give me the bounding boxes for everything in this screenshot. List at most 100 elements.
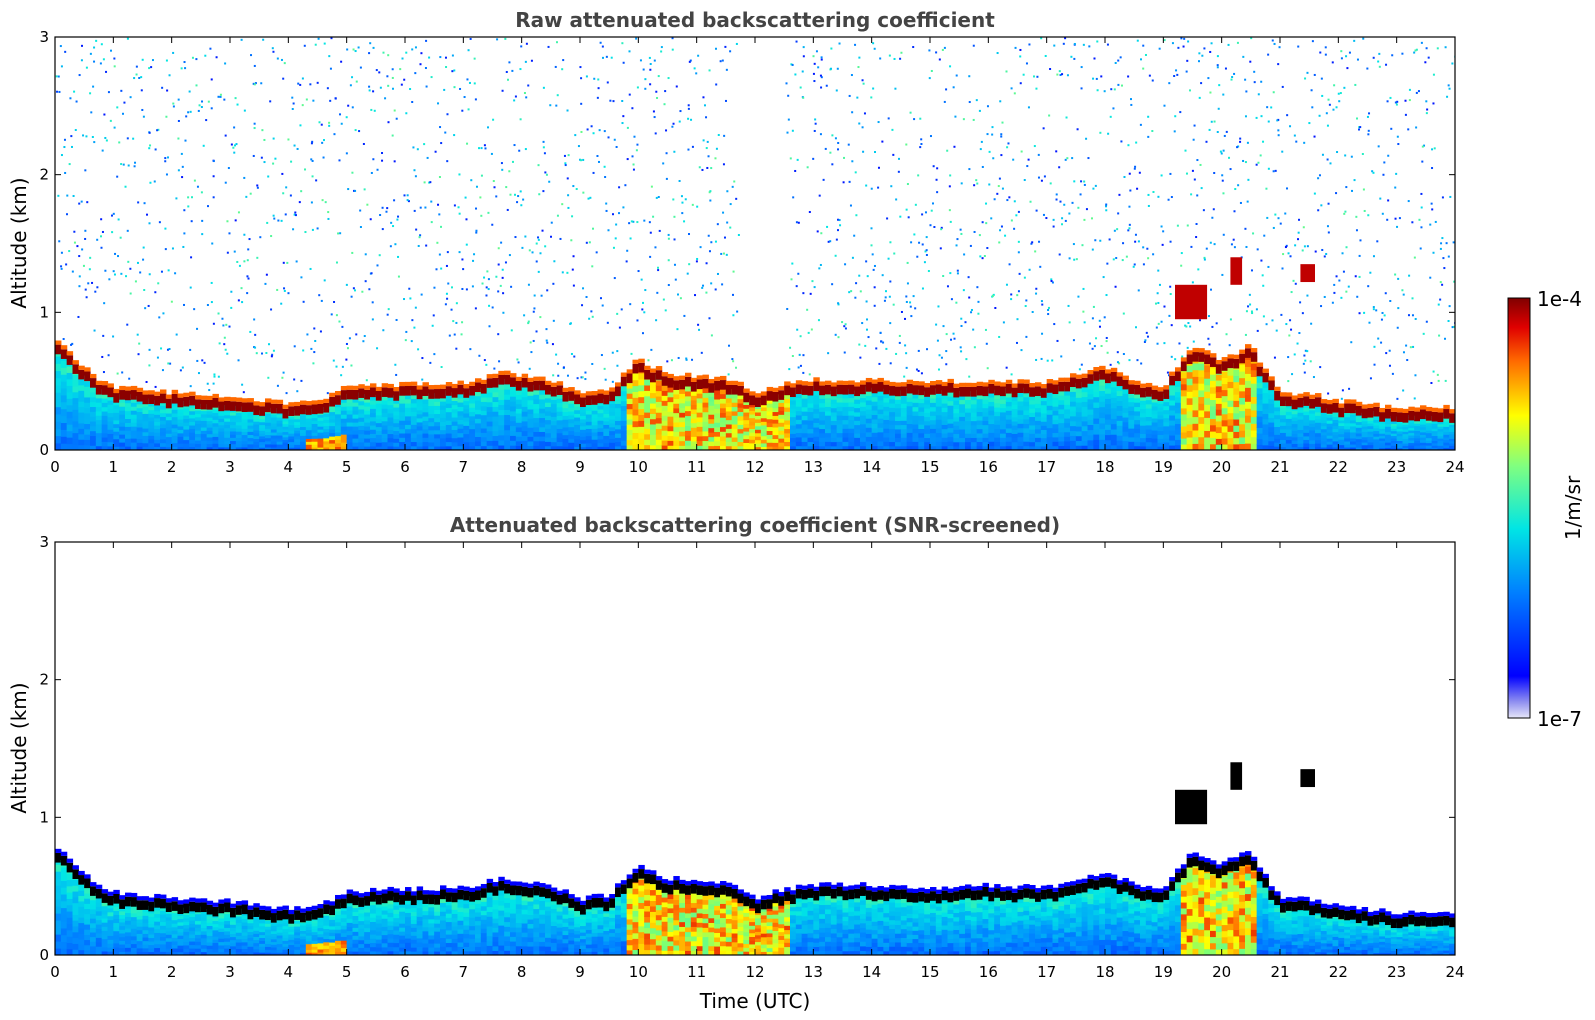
- layer-peak-cell: [457, 384, 464, 395]
- heatmap-cell: [90, 411, 97, 417]
- heatmap-cell: [679, 393, 686, 399]
- noise-speck: [875, 347, 878, 350]
- noise-speck: [641, 308, 644, 311]
- heatmap-cell: [317, 447, 324, 450]
- heatmap-cell: [836, 423, 844, 429]
- heatmap-cell: [136, 430, 144, 436]
- layer-edge-cell: [90, 373, 97, 379]
- noise-speck: [172, 102, 175, 105]
- noise-speck: [622, 61, 625, 64]
- noise-speck: [116, 106, 119, 109]
- noise-speck: [201, 359, 204, 362]
- heatmap-cell: [55, 370, 62, 379]
- noise-speck: [1031, 241, 1034, 244]
- heatmap-cell: [690, 390, 698, 396]
- heatmap-cell: [1023, 418, 1030, 424]
- heatmap-cell: [498, 439, 505, 446]
- noise-speck: [274, 157, 277, 160]
- noise-speck: [179, 369, 182, 372]
- noise-speck: [1023, 179, 1026, 182]
- heatmap-cell: [1005, 396, 1013, 402]
- heatmap-cell: [1128, 423, 1135, 429]
- heatmap-cell: [778, 430, 785, 435]
- layer-peak-cell: [311, 404, 319, 415]
- heatmap-cell: [801, 432, 809, 438]
- layer-edge-cell: [906, 379, 914, 384]
- heatmap-cell: [1145, 403, 1153, 409]
- heatmap-cell: [912, 441, 919, 447]
- heatmap-cell: [1128, 401, 1135, 407]
- heatmap-cell: [125, 414, 132, 420]
- heatmap-cell: [504, 383, 511, 390]
- heatmap-cell: [1070, 405, 1077, 412]
- noise-speck: [393, 199, 396, 202]
- heatmap-cell: [370, 420, 377, 426]
- noise-speck: [510, 285, 513, 288]
- heatmap-cell: [241, 425, 249, 429]
- heatmap-cell: [848, 410, 855, 416]
- heatmap-cell: [743, 423, 750, 428]
- heatmap-cell: [282, 439, 289, 443]
- heatmap-cell: [107, 441, 114, 447]
- heatmap-cell: [305, 444, 313, 448]
- heatmap-cell: [871, 423, 879, 429]
- heatmap-cell: [1064, 399, 1071, 405]
- heatmap-cell: [393, 446, 400, 450]
- heatmap-cell: [650, 423, 657, 430]
- noise-speck: [527, 322, 530, 325]
- noise-speck: [652, 110, 655, 113]
- heatmap-cell: [807, 398, 814, 404]
- heatmap-cell: [381, 420, 389, 426]
- noise-speck: [791, 129, 794, 132]
- heatmap-cell: [982, 441, 989, 447]
- noise-speck: [180, 67, 183, 70]
- heatmap-cell: [947, 427, 954, 433]
- heatmap-cell: [760, 421, 768, 426]
- heatmap-cell: [422, 424, 429, 430]
- noise-speck: [96, 238, 99, 241]
- layer-edge-cell: [1151, 385, 1159, 390]
- heatmap-cell: [725, 432, 733, 438]
- heatmap-cell: [830, 441, 838, 447]
- heatmap-cell: [854, 437, 861, 443]
- layer-edge-cell: [644, 365, 651, 370]
- heatmap-cell: [819, 394, 826, 399]
- heatmap-cell: [661, 390, 669, 396]
- heatmap-cell: [953, 416, 960, 422]
- layer-edge-cell: [486, 374, 494, 379]
- heatmap-cell: [935, 401, 943, 407]
- layer-peak-cell: [95, 384, 103, 395]
- noise-speck: [1058, 70, 1061, 73]
- heatmap-cell: [760, 424, 768, 430]
- noise-speck: [1169, 240, 1172, 243]
- noise-speck: [250, 54, 253, 57]
- noise-speck: [535, 330, 538, 333]
- noise-speck: [905, 366, 908, 369]
- noise-speck: [101, 230, 104, 233]
- heatmap-cell: [970, 407, 978, 413]
- noise-speck: [183, 209, 186, 212]
- noise-speck: [406, 199, 409, 202]
- noise-speck: [475, 207, 478, 210]
- heatmap-cell: [988, 427, 995, 433]
- heatmap-cell: [235, 434, 243, 438]
- noise-speck: [300, 190, 303, 193]
- heatmap-cell: [276, 435, 284, 439]
- heatmap-cell: [515, 426, 523, 433]
- layer-peak-cell: [405, 385, 412, 396]
- heatmap-cell: [1175, 407, 1182, 414]
- heatmap-cell: [1110, 434, 1118, 441]
- heatmap-cell: [533, 440, 540, 446]
- heatmap-cell: [696, 402, 704, 408]
- heatmap-cell: [731, 432, 739, 438]
- heatmap-cell: [1110, 428, 1118, 435]
- heatmap-cell: [317, 414, 324, 418]
- heatmap-cell: [154, 435, 161, 440]
- layer-edge-cell: [702, 374, 709, 379]
- heatmap-cell: [451, 421, 459, 426]
- noise-speck: [664, 90, 667, 93]
- noise-speck: [458, 251, 461, 254]
- noise-speck: [1128, 172, 1131, 175]
- heatmap-cell: [428, 421, 435, 427]
- heatmap-cell: [597, 416, 604, 421]
